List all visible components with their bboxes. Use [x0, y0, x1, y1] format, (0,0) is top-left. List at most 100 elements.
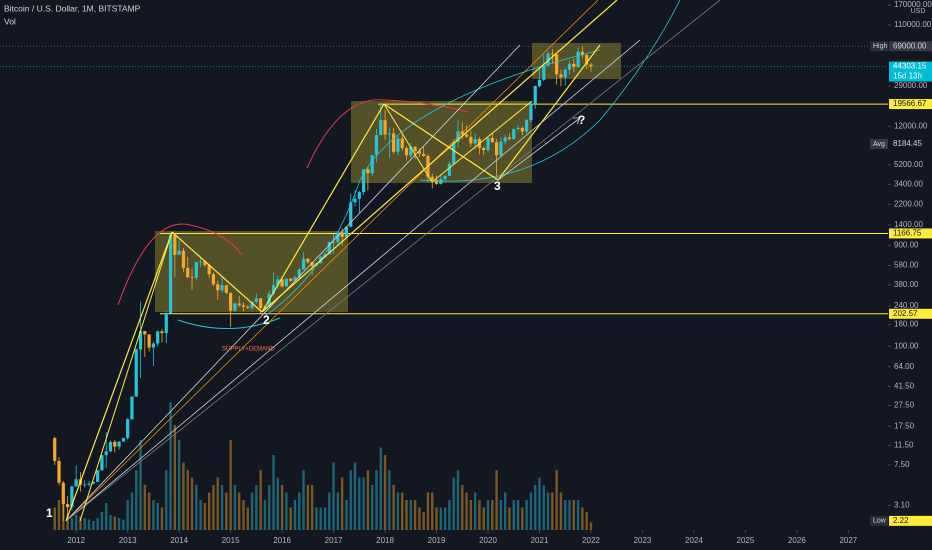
volume-bar — [328, 492, 331, 530]
volume-bar — [340, 477, 344, 530]
volume-bar — [74, 515, 78, 530]
y-tick-label: 29000.00 — [894, 81, 928, 90]
candle-body — [464, 134, 469, 137]
candle-body — [529, 103, 533, 121]
candle-body — [580, 51, 584, 56]
candle-body — [156, 331, 160, 344]
price-axis: 170000.00 110000.00 29000.00 12000.00 5200.0… — [67, 0, 932, 550]
candle-body — [203, 261, 207, 266]
candle-body — [525, 120, 529, 132]
swing-line — [497, 44, 601, 181]
candle-body — [567, 63, 572, 70]
swing-line — [383, 103, 433, 183]
candle-body — [327, 242, 331, 255]
trend-line — [65, 44, 521, 522]
candle-body — [585, 55, 589, 65]
candle-body — [576, 51, 580, 68]
candle-body — [486, 137, 490, 150]
volume-bar — [336, 492, 340, 530]
y-tick-label: 380.00 — [894, 280, 919, 289]
candle-body — [177, 250, 181, 255]
volume-bar — [165, 470, 168, 530]
volume-bar — [70, 518, 74, 530]
candle-body — [306, 258, 310, 263]
x-tick-label: 2024 — [685, 536, 703, 545]
candle-body — [143, 331, 147, 335]
volume-bar — [405, 500, 408, 530]
candle-body — [400, 138, 404, 149]
candle-body — [392, 133, 396, 152]
candle-body — [194, 262, 198, 278]
volume-bar — [306, 485, 310, 530]
candle-body — [434, 179, 439, 184]
volume-bar — [529, 492, 533, 530]
candle-body — [404, 148, 409, 156]
volume-bar — [379, 447, 382, 530]
trend-line — [65, 0, 721, 522]
candle-body — [357, 192, 361, 199]
volume-bar — [259, 470, 262, 530]
candle-body — [216, 284, 220, 291]
volume-bar — [426, 492, 430, 530]
x-tick-label: 2025 — [737, 536, 755, 545]
annotation: 1 — [46, 506, 53, 520]
price-label: 202.57 — [893, 309, 918, 318]
y-tick-label: 64.00 — [894, 362, 915, 371]
candle-body — [66, 504, 70, 508]
candle-body — [293, 277, 297, 281]
volume-bar — [293, 500, 297, 530]
volume-bar — [66, 515, 69, 530]
volume-bar — [409, 500, 412, 530]
y-tick-label: 3400.00 — [894, 179, 923, 188]
x-tick-label: 2020 — [479, 536, 497, 545]
candle-body — [507, 137, 512, 139]
volume-bar — [353, 462, 357, 530]
candle-body — [409, 146, 413, 156]
volume-bar — [272, 455, 275, 530]
price-label: 1166.75 — [893, 229, 922, 238]
currency: USD — [911, 8, 926, 15]
volume-bar — [310, 485, 314, 530]
volume-bar — [572, 500, 576, 530]
volume-bar — [392, 485, 395, 530]
volume-bar — [478, 500, 481, 530]
candle-body — [83, 484, 87, 486]
volume-bar — [538, 477, 541, 530]
curve — [264, 49, 601, 317]
candle-body — [198, 261, 203, 263]
candle-body — [271, 285, 276, 294]
candle-body — [117, 441, 121, 447]
candle-body — [130, 396, 134, 420]
volume-bar — [57, 500, 61, 530]
candle-body — [340, 232, 344, 237]
candle-body — [190, 277, 194, 278]
volume-bar — [323, 507, 327, 530]
volume-bar — [431, 492, 434, 530]
volume-bar — [117, 518, 121, 530]
price-label: 69000.00 — [893, 41, 927, 50]
candle-body — [550, 53, 554, 55]
volume-bar — [534, 485, 537, 530]
candle-body — [74, 479, 78, 487]
candle-body — [173, 234, 177, 255]
volume-bar — [152, 500, 155, 530]
axis-background — [888, 0, 932, 550]
candle-body — [533, 86, 537, 104]
volume-bar — [555, 470, 558, 530]
volume-bar — [495, 470, 498, 530]
volume-bar — [285, 492, 288, 530]
candle-body — [121, 438, 125, 442]
y-tick-label: 1400.00 — [894, 220, 923, 229]
tag-label: High — [873, 43, 888, 50]
candle-body — [443, 175, 447, 180]
volume-bar — [220, 485, 224, 530]
volume-bar — [53, 507, 56, 530]
volume-bar — [109, 515, 112, 530]
candle-body — [516, 127, 520, 130]
volume-bar — [83, 518, 86, 530]
volume-bar — [366, 470, 370, 530]
candle-body — [370, 155, 374, 174]
volume-bar — [203, 503, 207, 530]
volume-bar — [160, 507, 164, 530]
price-label-box — [888, 138, 932, 150]
